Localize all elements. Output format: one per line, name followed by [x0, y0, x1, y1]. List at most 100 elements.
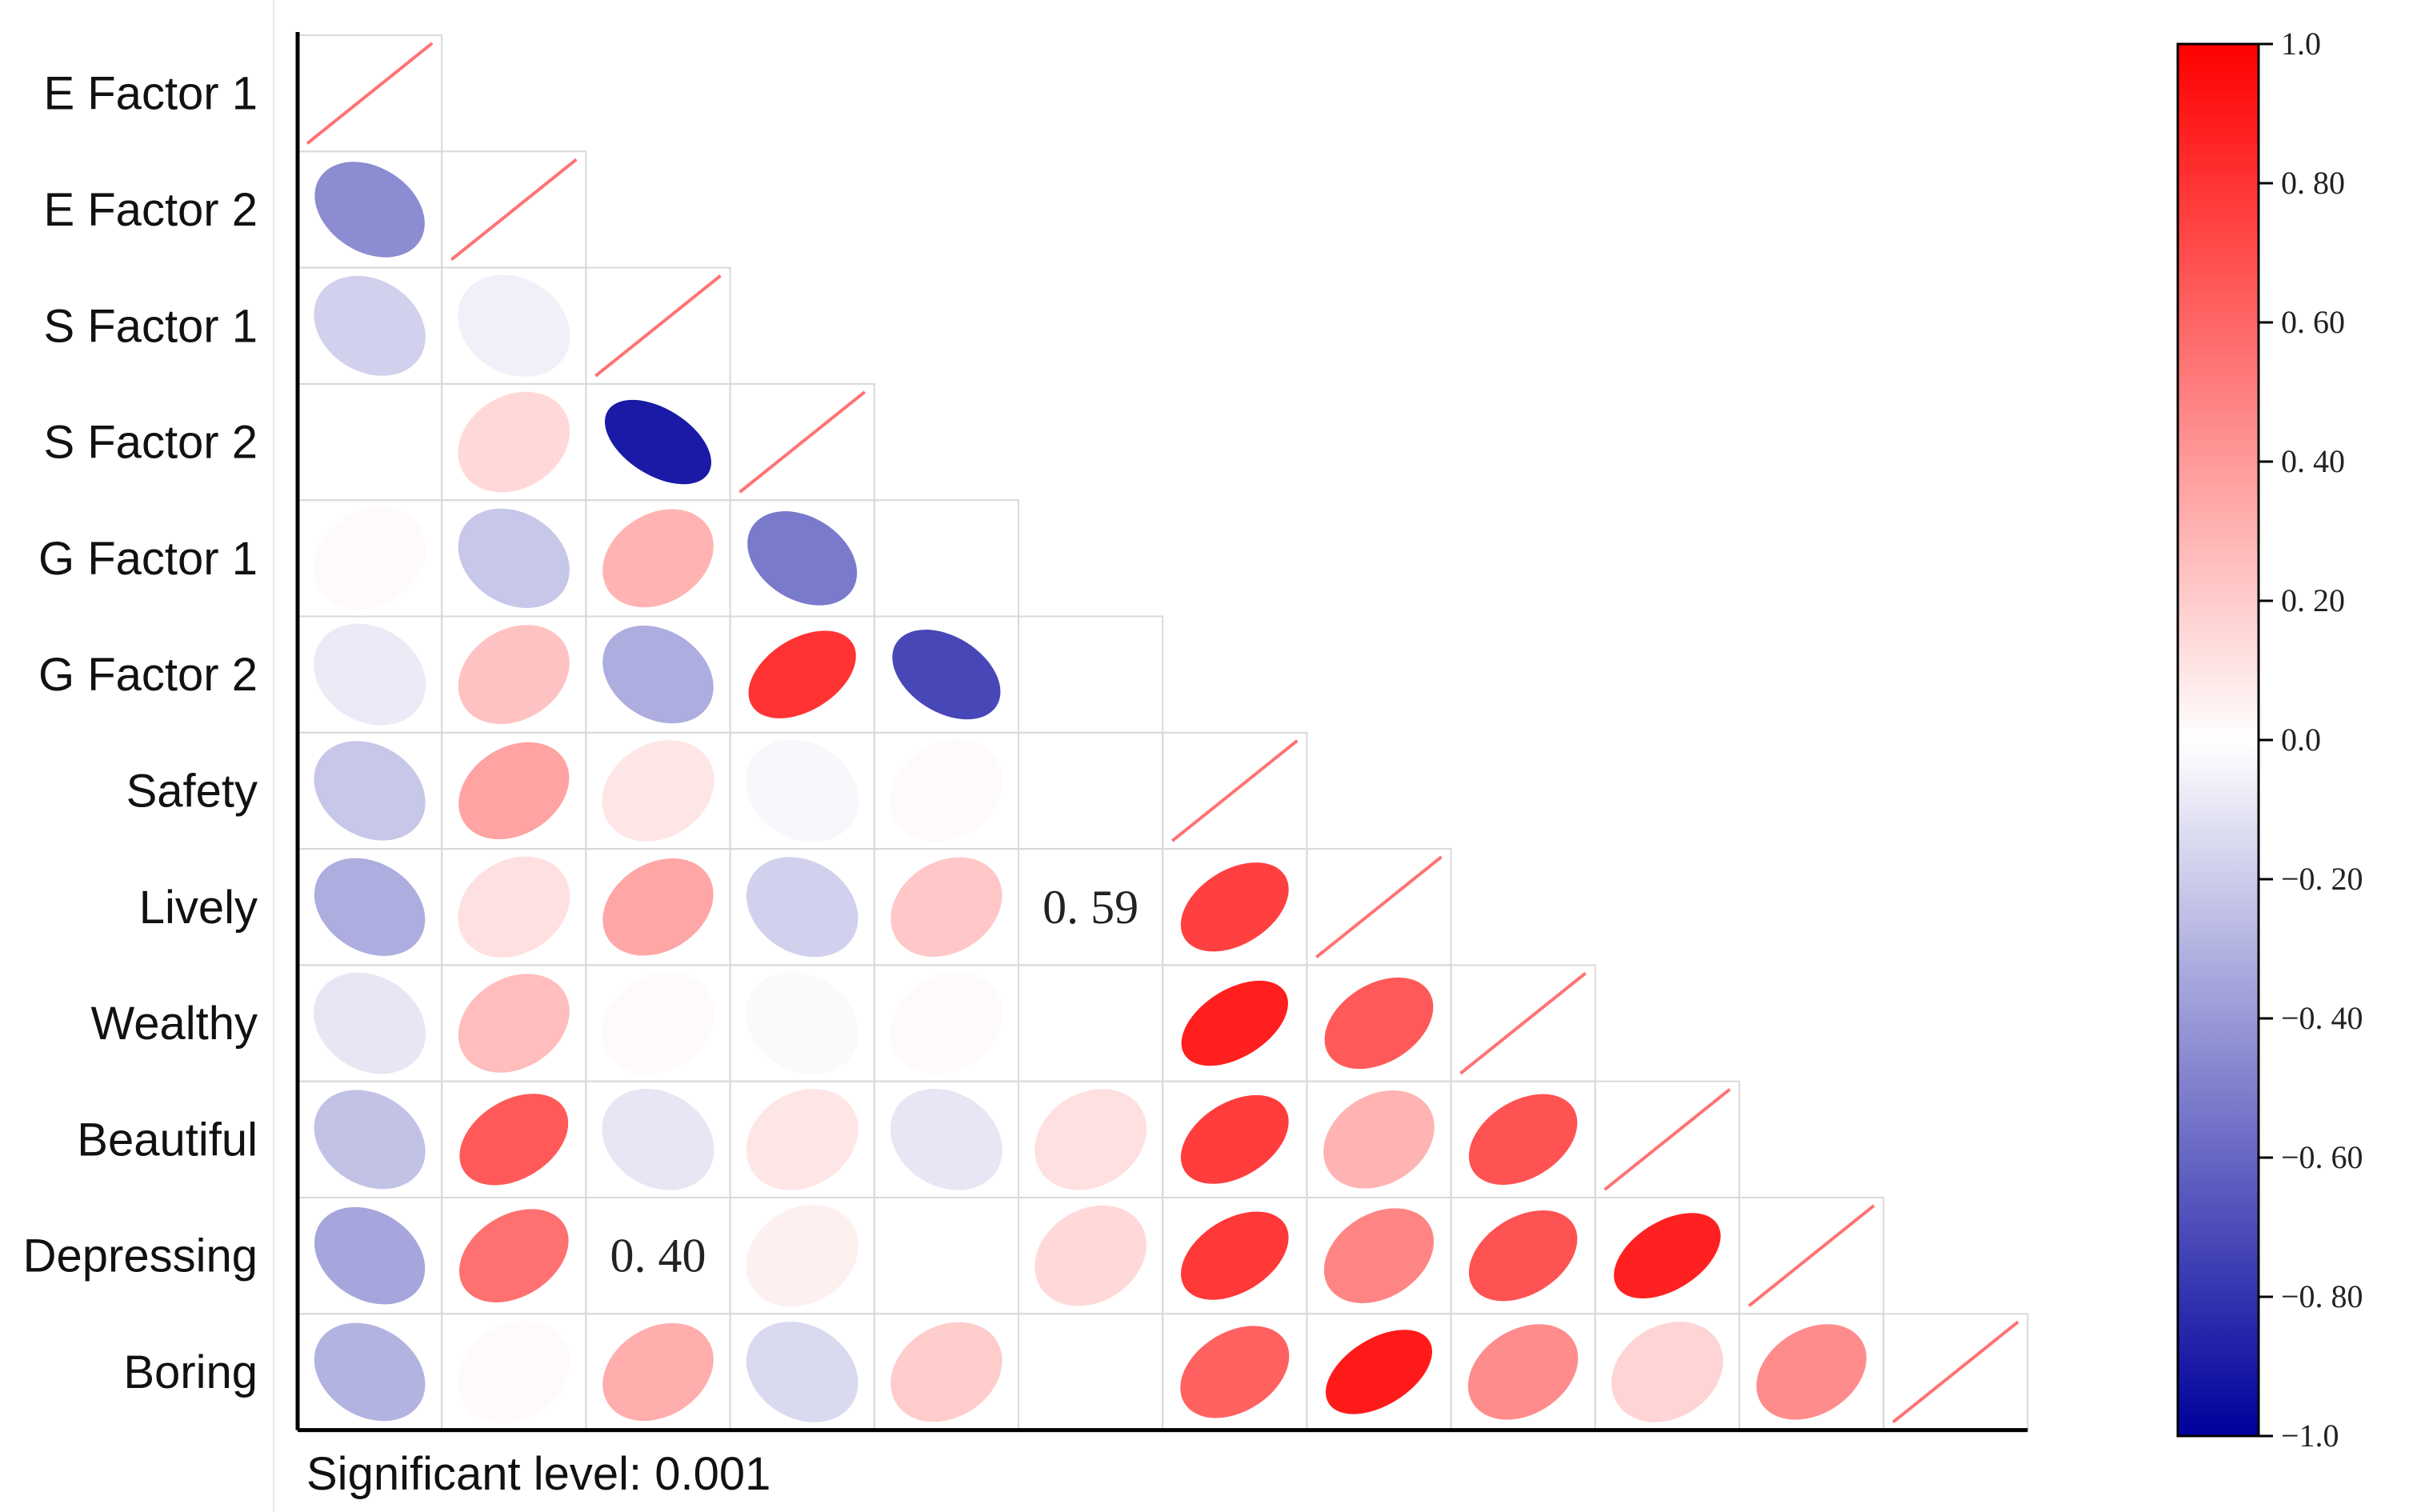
- row-label-g-factor-2: G Factor 2: [38, 649, 258, 701]
- cell-ellipse-r9-c6: [1180, 1094, 1289, 1184]
- cell-value-r7-c5: 0. 59: [1042, 881, 1138, 934]
- colorbar-tick-label-4: 0. 20: [2281, 582, 2345, 618]
- colorbar-tick-label-8: −0. 60: [2281, 1139, 2363, 1175]
- diagonal-line-boring: [1891, 1320, 2019, 1424]
- cell-ellipse-r1-c0: [314, 162, 425, 258]
- cell-ellipse-r7-c6: [1180, 862, 1289, 952]
- colorbar-tick-label-10: −1.0: [2281, 1418, 2339, 1454]
- cell-ellipse-r5-c2: [602, 626, 714, 724]
- cell-ellipse-r10-c0: [314, 1206, 426, 1305]
- cell-ellipse-r6-c1: [458, 742, 570, 840]
- cell-ellipse-r9-c4: [890, 1089, 1002, 1190]
- cell-value-r10-c2: 0. 40: [610, 1230, 706, 1282]
- cell-ellipse-r6-c4: [890, 739, 1003, 842]
- cell-ellipse-r4-c2: [602, 509, 714, 608]
- cell-ellipse-r11-c7: [1325, 1330, 1433, 1414]
- cell-ellipse-r4-c3: [747, 511, 858, 606]
- cell-ellipse-r11-c6: [1180, 1326, 1290, 1418]
- diagonal-line-wealthy: [1459, 971, 1587, 1075]
- cell-ellipse-r3-c2: [604, 399, 712, 485]
- colorbar-tick-label-6: −0. 20: [2281, 861, 2363, 897]
- cell-ellipse-r6-c2: [602, 740, 714, 842]
- diagonal-line-e-factor-2: [450, 158, 578, 262]
- cell-ellipse-r8-c0: [314, 972, 426, 1074]
- cell-ellipse-r9-c1: [459, 1094, 569, 1186]
- cell-ellipse-r10-c6: [1181, 1211, 1289, 1300]
- cell-ellipse-r8-c4: [890, 971, 1003, 1075]
- colorbar-tick-label-1: 0. 80: [2281, 165, 2345, 201]
- cell-ellipse-r4-c1: [458, 508, 570, 608]
- cell-ellipse-r11-c3: [746, 1322, 858, 1422]
- cell-border-r3-c0: [297, 382, 443, 502]
- cell-ellipse-r8-c7: [1324, 977, 1434, 1070]
- colorbar-tick-label-9: −0. 80: [2281, 1278, 2363, 1314]
- cell-ellipse-r8-c2: [602, 971, 714, 1075]
- diagonal-line-safety: [1170, 739, 1299, 842]
- row-label-boring: Boring: [123, 1346, 258, 1398]
- cell-ellipse-r8-c6: [1181, 980, 1288, 1066]
- diagonal-line-s-factor-1: [594, 274, 722, 378]
- colorbar-tick-label-3: 0. 40: [2281, 443, 2345, 479]
- cell-ellipse-r10-c3: [746, 1204, 858, 1307]
- cell-border-r10-c4: [873, 1197, 1020, 1315]
- colorbar-tick-label-0: 1.0: [2281, 26, 2321, 62]
- row-label-e-factor-2: E Factor 2: [43, 184, 258, 236]
- row-label-e-factor-1: E Factor 1: [43, 68, 258, 120]
- diagonal-line-beautiful: [1603, 1088, 1731, 1191]
- cell-border-r8-c5: [1018, 964, 1164, 1082]
- cell-ellipse-r11-c10: [1756, 1324, 1867, 1420]
- cell-ellipse-r5-c1: [458, 625, 570, 725]
- cell-ellipse-r10-c9: [1614, 1213, 1721, 1299]
- diagonal-line-lively: [1315, 855, 1443, 958]
- row-label-s-factor-1: S Factor 1: [43, 300, 258, 352]
- cell-border-r4-c4: [873, 499, 1020, 618]
- cell-border-r6-c5: [1018, 731, 1164, 850]
- cell-ellipse-r3-c1: [458, 391, 570, 493]
- diagonal-line-e-factor-1: [306, 42, 434, 145]
- cell-ellipse-r9-c8: [1468, 1094, 1578, 1186]
- cell-ellipse-r2-c1: [458, 274, 570, 377]
- cell-border-r11-c5: [1018, 1313, 1164, 1431]
- cell-ellipse-r9-c0: [314, 1090, 426, 1190]
- cell-ellipse-r9-c5: [1034, 1089, 1147, 1190]
- cell-ellipse-r5-c3: [748, 630, 856, 718]
- cell-ellipse-r9-c2: [602, 1089, 714, 1190]
- cell-ellipse-r8-c1: [458, 974, 570, 1073]
- colorbar-tick-label-7: −0. 40: [2281, 1000, 2363, 1036]
- row-labels: E Factor 1 E Factor 2 S Factor 1 S Factor 2…: [23, 68, 258, 1398]
- cell-ellipse-r10-c1: [458, 1209, 569, 1302]
- cell-ellipse-r10-c8: [1468, 1210, 1578, 1302]
- row-label-wealthy: Wealthy: [91, 998, 258, 1050]
- colorbar-tick-label-5: 0.0: [2281, 722, 2321, 758]
- cell-ellipse-r7-c4: [890, 857, 1002, 957]
- cell-ellipse-r8-c3: [746, 971, 858, 1075]
- cell-ellipse-r11-c2: [602, 1322, 714, 1422]
- row-label-beautiful: Beautiful: [77, 1114, 258, 1166]
- cell-ellipse-r10-c7: [1323, 1208, 1435, 1303]
- cell-ellipse-r7-c2: [602, 858, 714, 956]
- footnote: Significant level: 0.001: [306, 1448, 770, 1500]
- cell-ellipse-r10-c5: [1034, 1205, 1146, 1306]
- row-label-depressing: Depressing: [23, 1230, 258, 1282]
- row-label-g-factor-1: G Factor 1: [38, 533, 258, 585]
- cell-ellipse-r7-c1: [458, 856, 570, 958]
- cell-ellipse-r6-c3: [746, 739, 858, 842]
- cell-ellipse-r5-c4: [892, 630, 1001, 720]
- cell-ellipse-r11-c8: [1467, 1324, 1579, 1420]
- cell-border-r5-c5: [1018, 615, 1164, 734]
- diagonal-line-s-factor-2: [738, 390, 866, 494]
- cell-ellipse-r7-c0: [314, 858, 426, 956]
- cell-ellipse-r11-c0: [314, 1322, 426, 1422]
- cell-ellipse-r7-c3: [746, 857, 858, 958]
- cell-ellipse-r11-c9: [1611, 1322, 1723, 1422]
- colorbar-gradient: [2176, 42, 2260, 1438]
- row-label-safety: Safety: [126, 765, 258, 817]
- cell-ellipse-r9-c7: [1323, 1090, 1435, 1189]
- colorbar: 1.0 0. 80 0. 60 0. 40 0. 20 0.0 −0. 20 −0. 40 −0…: [2176, 26, 2363, 1454]
- cells-layer: 0. 59 0. 40: [297, 34, 2029, 1431]
- cell-ellipse-r9-c3: [746, 1089, 858, 1190]
- diagonal-line-depressing: [1747, 1204, 1875, 1307]
- cell-ellipse-r2-c0: [314, 275, 426, 376]
